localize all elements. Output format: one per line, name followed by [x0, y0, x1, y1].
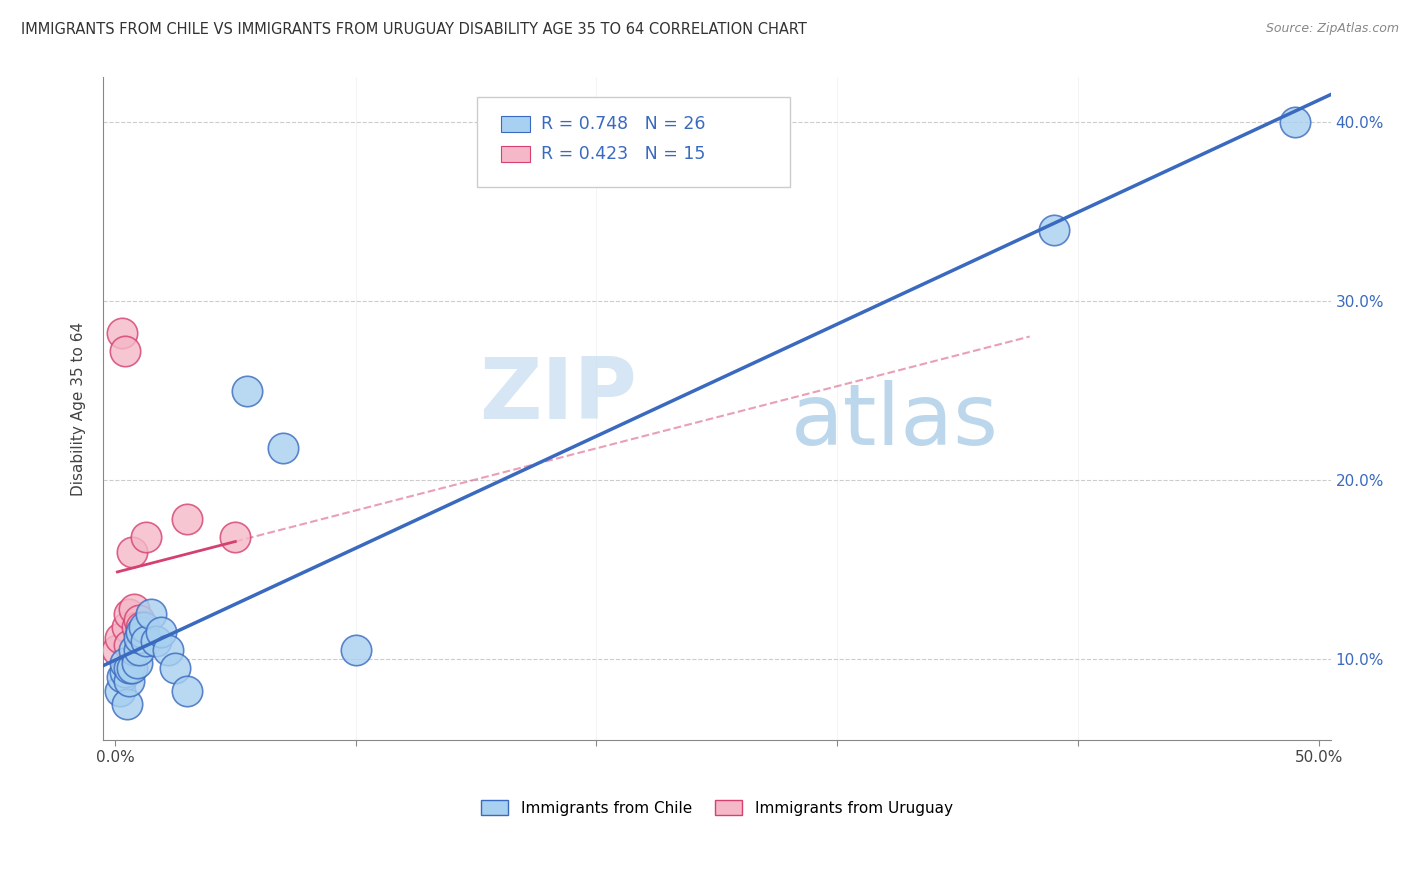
Point [139, 607, 162, 622]
Point [1042, 222, 1064, 236]
Point [149, 625, 172, 640]
Point [131, 620, 153, 634]
Point [111, 326, 134, 341]
Point [111, 670, 134, 684]
Point [121, 544, 143, 558]
Point [115, 697, 138, 711]
Point [114, 665, 136, 679]
Point [108, 631, 131, 645]
FancyBboxPatch shape [501, 116, 530, 132]
Point [125, 656, 148, 670]
Point [132, 620, 155, 634]
Point [1284, 115, 1306, 129]
Point [135, 634, 157, 648]
Point [105, 643, 128, 657]
Point [156, 643, 179, 657]
Point [135, 530, 157, 544]
Point [118, 673, 141, 688]
Point [128, 613, 150, 627]
Y-axis label: Disability Age 35 to 64: Disability Age 35 to 64 [72, 321, 86, 496]
FancyBboxPatch shape [501, 145, 530, 161]
Point [273, 441, 295, 455]
Point [118, 638, 141, 652]
Point [108, 684, 131, 698]
Point [224, 530, 246, 544]
Point [114, 344, 136, 359]
Point [236, 384, 259, 398]
Legend: Immigrants from Chile, Immigrants from Uruguay: Immigrants from Chile, Immigrants from U… [475, 794, 959, 822]
Text: IMMIGRANTS FROM CHILE VS IMMIGRANTS FROM URUGUAY DISABILITY AGE 35 TO 64 CORRELA: IMMIGRANTS FROM CHILE VS IMMIGRANTS FROM… [21, 22, 807, 37]
Point [115, 620, 138, 634]
Point [131, 625, 153, 640]
Point [176, 684, 198, 698]
Point [165, 661, 187, 675]
Text: ZIP: ZIP [479, 354, 637, 437]
Point [121, 661, 143, 675]
Point [145, 634, 167, 648]
Point [176, 512, 198, 526]
Point [128, 631, 150, 645]
Text: R = 0.748   N = 26: R = 0.748 N = 26 [541, 115, 706, 133]
Point [125, 620, 148, 634]
FancyBboxPatch shape [478, 97, 790, 186]
Point [118, 607, 141, 622]
Point [122, 602, 145, 616]
Text: Source: ZipAtlas.com: Source: ZipAtlas.com [1265, 22, 1399, 36]
Point [122, 643, 145, 657]
Point [118, 661, 141, 675]
Point [344, 643, 367, 657]
Point [128, 643, 150, 657]
Text: R = 0.423   N = 15: R = 0.423 N = 15 [541, 145, 706, 162]
Point [114, 656, 136, 670]
Text: atlas: atlas [790, 380, 998, 463]
